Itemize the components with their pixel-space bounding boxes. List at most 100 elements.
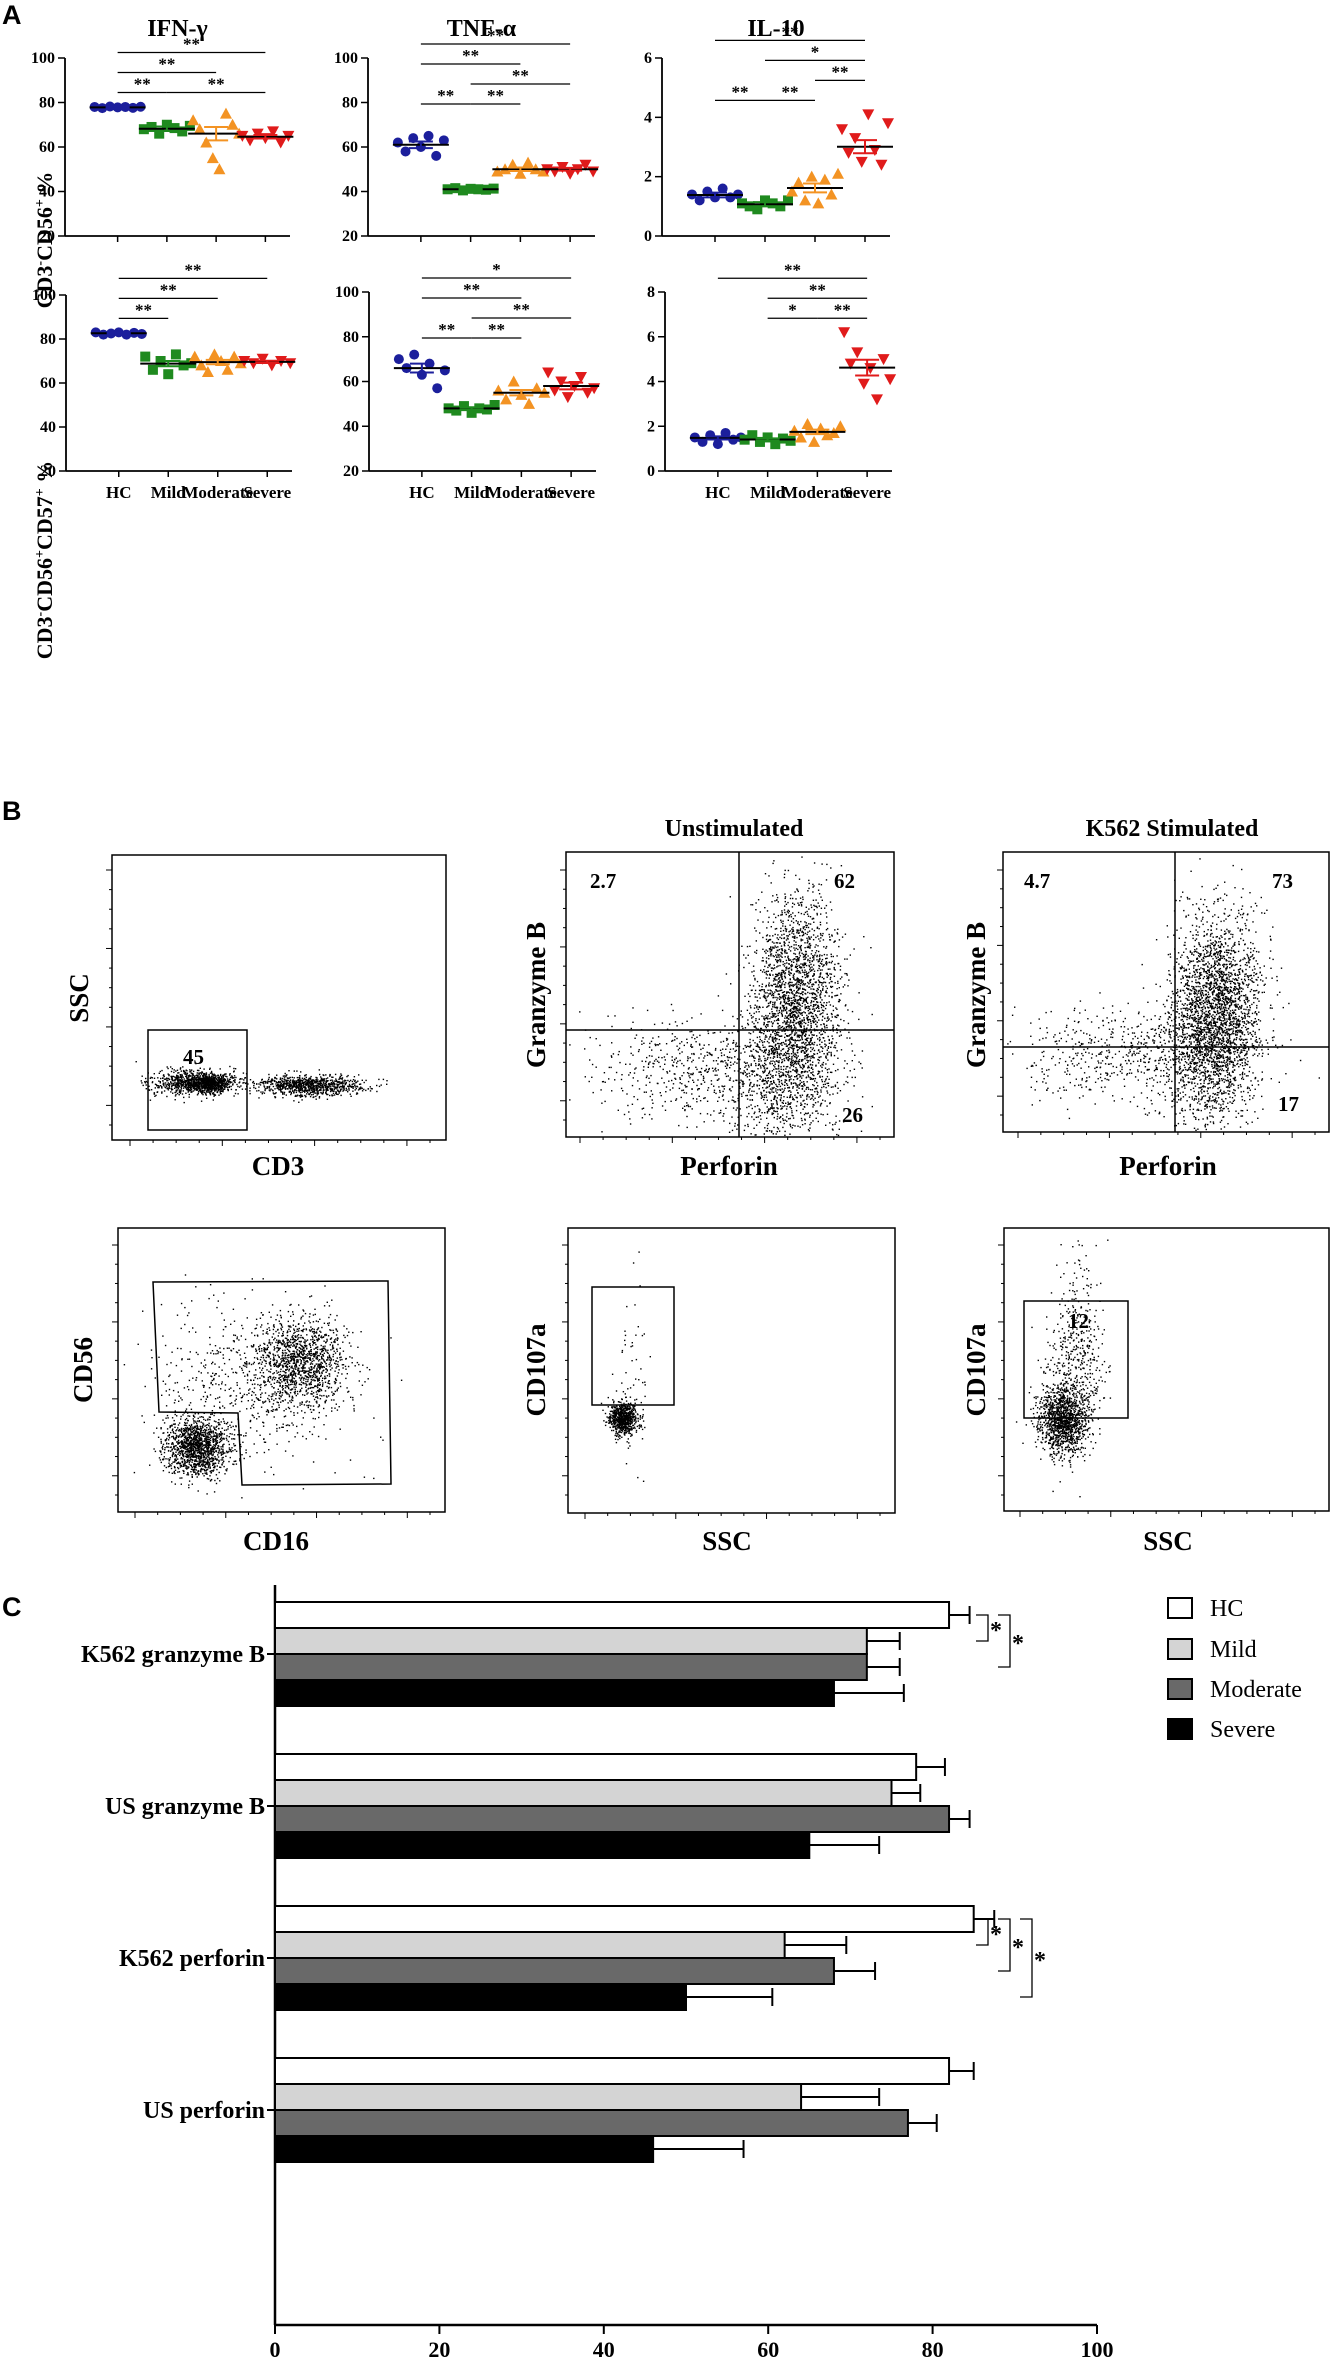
flow-event — [321, 1087, 323, 1089]
flow-event — [774, 1061, 776, 1063]
flow-event — [591, 1076, 593, 1078]
flow-event — [793, 1056, 796, 1058]
flow-event — [790, 1016, 793, 1018]
row1-ylabel: CD3-CD56+ % — [32, 172, 57, 309]
flow-event — [779, 961, 782, 963]
flow-event — [778, 1025, 780, 1027]
flow-event — [781, 969, 783, 972]
flow-event — [279, 1089, 282, 1091]
flow-event — [767, 1056, 769, 1059]
flow-event — [764, 1025, 767, 1027]
flow-event — [780, 1042, 782, 1045]
flow-event — [722, 1061, 724, 1063]
flow-event — [205, 1081, 207, 1084]
flow-event — [200, 1088, 202, 1091]
flow-event — [298, 1095, 301, 1097]
flow-event — [212, 1099, 214, 1101]
flow-event — [328, 1086, 330, 1088]
flow-event — [795, 1054, 797, 1056]
y-tick-label: 100 — [335, 284, 359, 301]
flow-event — [307, 1086, 310, 1088]
flow-event — [785, 939, 788, 941]
flow-event — [290, 1083, 292, 1085]
flow-event — [769, 1077, 771, 1079]
flow-event — [797, 1035, 800, 1038]
flow-event — [336, 1083, 338, 1085]
flow-event — [221, 1087, 223, 1090]
flow-event — [323, 1083, 325, 1086]
flow-event — [781, 1082, 783, 1084]
flow-event — [820, 934, 822, 936]
flow-event — [785, 969, 787, 971]
flow-event — [819, 940, 821, 942]
data-point — [492, 384, 505, 396]
flow-event — [848, 979, 850, 981]
flow-event — [813, 1004, 815, 1006]
flow-event — [825, 1004, 827, 1006]
flow-event — [207, 1088, 210, 1091]
flow-event — [692, 1034, 695, 1036]
flow-event — [209, 1079, 211, 1081]
flow-event — [286, 1077, 289, 1079]
flow-event — [174, 1080, 176, 1082]
data-point — [794, 431, 807, 443]
flow-event — [296, 1086, 298, 1089]
flow-event — [170, 1091, 172, 1093]
flow-event — [807, 973, 809, 975]
flow-event — [190, 1079, 192, 1081]
flow-event — [788, 986, 791, 988]
flow-event — [824, 1080, 826, 1083]
flow-event — [752, 965, 755, 967]
flow-event — [802, 927, 805, 930]
flow-event — [206, 1078, 208, 1081]
flow-event — [196, 1077, 199, 1079]
flow-event — [821, 984, 823, 986]
flow-event — [791, 932, 793, 934]
flow-event — [298, 1091, 301, 1093]
flow-event — [189, 1082, 191, 1085]
flow-event — [326, 1089, 328, 1091]
flow-event — [209, 1077, 212, 1079]
flow-event — [772, 1036, 774, 1038]
flow-event — [777, 1018, 779, 1020]
flow-event — [766, 974, 769, 976]
flow-event — [763, 989, 765, 991]
flow-event — [771, 1011, 773, 1013]
flow-event — [773, 964, 775, 966]
flow-event — [810, 1050, 812, 1053]
flow-event — [801, 901, 803, 903]
flow-event — [812, 1006, 814, 1008]
flow-event — [768, 985, 770, 987]
flow-event — [780, 1105, 782, 1107]
flow-event — [825, 991, 827, 993]
flow-event — [820, 896, 822, 898]
flow-event — [205, 1074, 207, 1076]
flow-event — [159, 1081, 161, 1083]
flow-event — [178, 1090, 181, 1093]
flow-event — [790, 1059, 793, 1061]
flow-event — [252, 1081, 254, 1084]
flow-event — [812, 1055, 814, 1057]
flow-event — [276, 1078, 278, 1080]
flow-event — [759, 932, 761, 934]
flow-event — [187, 1086, 189, 1089]
flow-event — [791, 1026, 793, 1029]
flow-event — [725, 1062, 727, 1064]
flow-event — [822, 1064, 824, 1066]
flow-event — [813, 1018, 815, 1021]
flow-event — [283, 1087, 285, 1089]
flow-event — [799, 997, 801, 1000]
flow-frame-cd3 — [111, 854, 447, 1141]
flow-event — [304, 1078, 307, 1081]
flow-event — [371, 1088, 373, 1090]
flow-event — [787, 995, 790, 997]
flow-event — [284, 1079, 286, 1081]
flow-event — [741, 945, 743, 947]
flow-event — [849, 954, 851, 956]
flow-event — [811, 950, 813, 952]
flow-event — [802, 1050, 804, 1052]
flow-event — [753, 1085, 755, 1087]
flow-event — [234, 1068, 237, 1070]
flow-event — [786, 911, 789, 913]
